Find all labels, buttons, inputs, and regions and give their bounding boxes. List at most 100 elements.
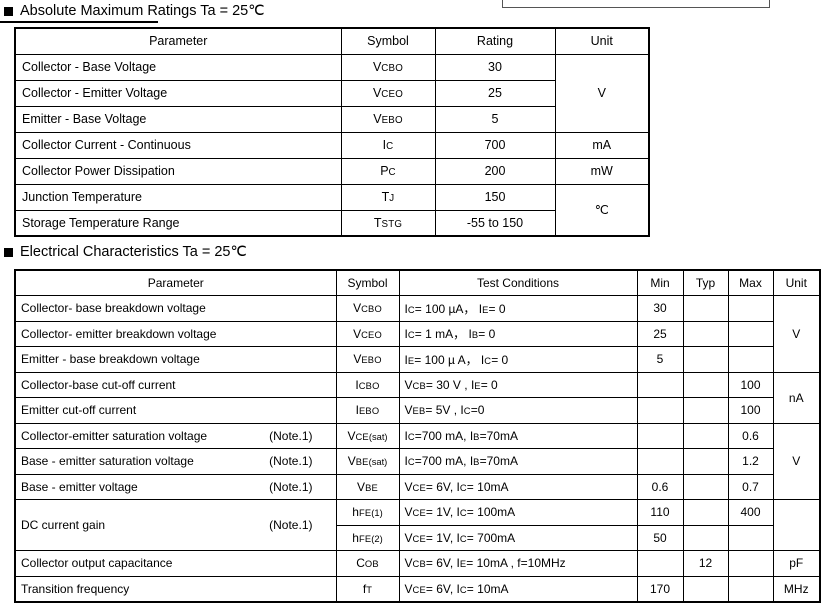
cell-max: 100 — [727, 397, 774, 424]
condition-term: VCB= 6V, — [404, 556, 457, 571]
square-bullet-icon — [4, 247, 13, 257]
symbol-subscript: EBO — [381, 115, 403, 126]
condition-subscript: B — [473, 431, 480, 442]
table-row: Base - emitter voltage (Note.1) VBE VCE= 6V… — [14, 473, 820, 500]
cell-max: 0.6 — [727, 422, 774, 449]
cell-parameter: Collector-base cut-off current — [14, 371, 337, 398]
symbol-main: T — [373, 215, 382, 230]
parameter-wrapper: Base - emitter saturation voltage (Note.1… — [21, 454, 331, 468]
table-body: Collector- base breakdown voltage VCBO IC=… — [14, 295, 821, 602]
condition-term: IC= 100 µA， — [404, 301, 479, 316]
cell-unit: pF — [772, 550, 821, 577]
unit-label: mA — [592, 138, 612, 152]
symbol-main: V — [353, 326, 362, 341]
column-header-parameter: Parameter — [14, 27, 342, 55]
unit-label: MHz — [783, 581, 809, 596]
cell-test-conditions: VEB= 5V , IC=0 — [398, 397, 638, 424]
symbol-main: I — [382, 138, 387, 152]
section-heading-electrical-characteristics: Electrical Characteristics Ta = 25℃ — [4, 245, 247, 260]
table-row: Collector - Emitter Voltage VCEO 25 — [14, 79, 649, 107]
cell-min: 50 — [636, 524, 684, 551]
parameter-wrapper: DC current gain (Note.1) — [21, 518, 331, 532]
condition-subscript: CE — [412, 533, 426, 544]
symbol-main: h — [352, 505, 359, 520]
condition-term: IC= 1 mA， — [404, 327, 469, 342]
condition-subscript: C — [407, 431, 415, 442]
symbol-main: V — [372, 60, 382, 74]
symbol-main: P — [380, 164, 389, 178]
min-value: 110 — [650, 505, 670, 520]
cell-typ: 12 — [682, 550, 729, 577]
symbol-main: f — [362, 581, 367, 596]
cell-parameter: Collector Current - Continuous — [14, 131, 342, 159]
cell-test-conditions: IC=700 mA, IB=70mA — [398, 422, 638, 449]
symbol-subscript: C — [388, 167, 396, 178]
condition-term: IC= 100mA — [456, 505, 516, 520]
rating-value: 700 — [484, 138, 506, 152]
parameter-note: (Note.1) — [269, 479, 313, 494]
symbol-subscript: J — [389, 193, 395, 204]
section-heading-absolute-maximum-ratings: Absolute Maximum Ratings Ta = 25℃ — [4, 4, 265, 19]
condition-term: IC= 10mA — [456, 581, 509, 596]
max-value: 0.6 — [742, 428, 759, 443]
cell-symbol: Cob — [335, 550, 400, 577]
condition-term: IB=70mA — [469, 454, 518, 469]
parameter-label: Emitter - Base Voltage — [22, 112, 147, 126]
table-row: Storage Temperature Range Tstg -55 to 150 — [14, 209, 649, 237]
condition-subscript: C — [459, 508, 467, 519]
condition-term: IC=0 — [460, 403, 485, 418]
table-row: Base - emitter saturation voltage (Note.1… — [14, 448, 820, 475]
condition-subscript: C — [407, 457, 415, 468]
symbol-subscript: FE — [358, 533, 372, 544]
symbol-subscript: EBO — [359, 406, 380, 417]
cell-parameter: DC current gain (Note.1) — [14, 499, 337, 551]
cell-symbol: Tstg — [340, 209, 436, 237]
table-body: Collector - Base Voltage VCBO 30 V Collector… — [14, 53, 650, 237]
cell-symbol: IEBO — [335, 397, 400, 424]
cell-symbol: IC — [340, 131, 436, 159]
cell-symbol: VCEO — [340, 79, 436, 107]
symbol-main: C — [356, 556, 365, 571]
condition-term: IE= 0 — [470, 377, 498, 392]
min-value: 50 — [653, 530, 667, 545]
parameter-wrapper: Collector- base breakdown voltage — [21, 301, 331, 315]
condition-subscript: C — [484, 355, 492, 366]
condition-term: VCE= 6V, — [404, 479, 457, 494]
parameter-label: Junction Temperature — [22, 190, 142, 204]
parameter-wrapper: Collector- emitter breakdown voltage — [21, 327, 331, 341]
parameter-note: (Note.1) — [269, 454, 313, 469]
condition-subscript: B — [473, 457, 480, 468]
cell-test-conditions: VCE= 6V, IC= 10mA — [398, 575, 638, 602]
parameter-wrapper: Transition frequency — [21, 582, 331, 596]
cell-min — [636, 422, 684, 449]
symbol-subscript: EBO — [361, 355, 382, 366]
cell-test-conditions: VCB= 6V, IE= 10mA , f=10MHz — [398, 550, 638, 577]
condition-term: VCB= 30 V , — [404, 377, 471, 392]
symbol-subscript: T — [366, 584, 373, 595]
symbol-main: V — [357, 479, 366, 494]
parameter-label: Collector output capacitance — [21, 556, 173, 571]
table-row: Emitter - base breakdown voltage VEBO IE= … — [14, 346, 820, 373]
cell-symbol: VCBO — [340, 53, 436, 81]
cell-parameter: Collector Power Dissipation — [14, 157, 342, 185]
cell-max — [727, 295, 774, 322]
cell-parameter: Collector-emitter saturation voltage (Not… — [14, 422, 337, 449]
condition-subscript: C — [459, 584, 467, 595]
unit-label: V — [792, 454, 801, 469]
cell-typ — [682, 473, 729, 500]
electrical-characteristics-table: Parameter Symbol Test Conditions Min Typ… — [14, 269, 821, 603]
cell-test-conditions: VCE= 1V, IC= 100mA — [398, 499, 638, 526]
column-header-max: Max — [727, 269, 774, 296]
cell-unit: V — [772, 422, 821, 500]
condition-term: IC=700 mA, — [404, 428, 470, 443]
condition-subscript: CE — [412, 508, 426, 519]
min-value: 170 — [649, 581, 671, 596]
column-header-symbol: Symbol — [335, 269, 400, 296]
parameter-label: Transition frequency — [21, 581, 130, 596]
cell-rating: 5 — [434, 105, 556, 133]
cell-symbol: VCEO — [335, 320, 400, 347]
condition-subscript: C — [459, 533, 467, 544]
cell-symbol: VCBO — [335, 295, 400, 322]
parameter-note: (Note.1) — [269, 518, 313, 532]
cell-min: 110 — [636, 499, 684, 526]
